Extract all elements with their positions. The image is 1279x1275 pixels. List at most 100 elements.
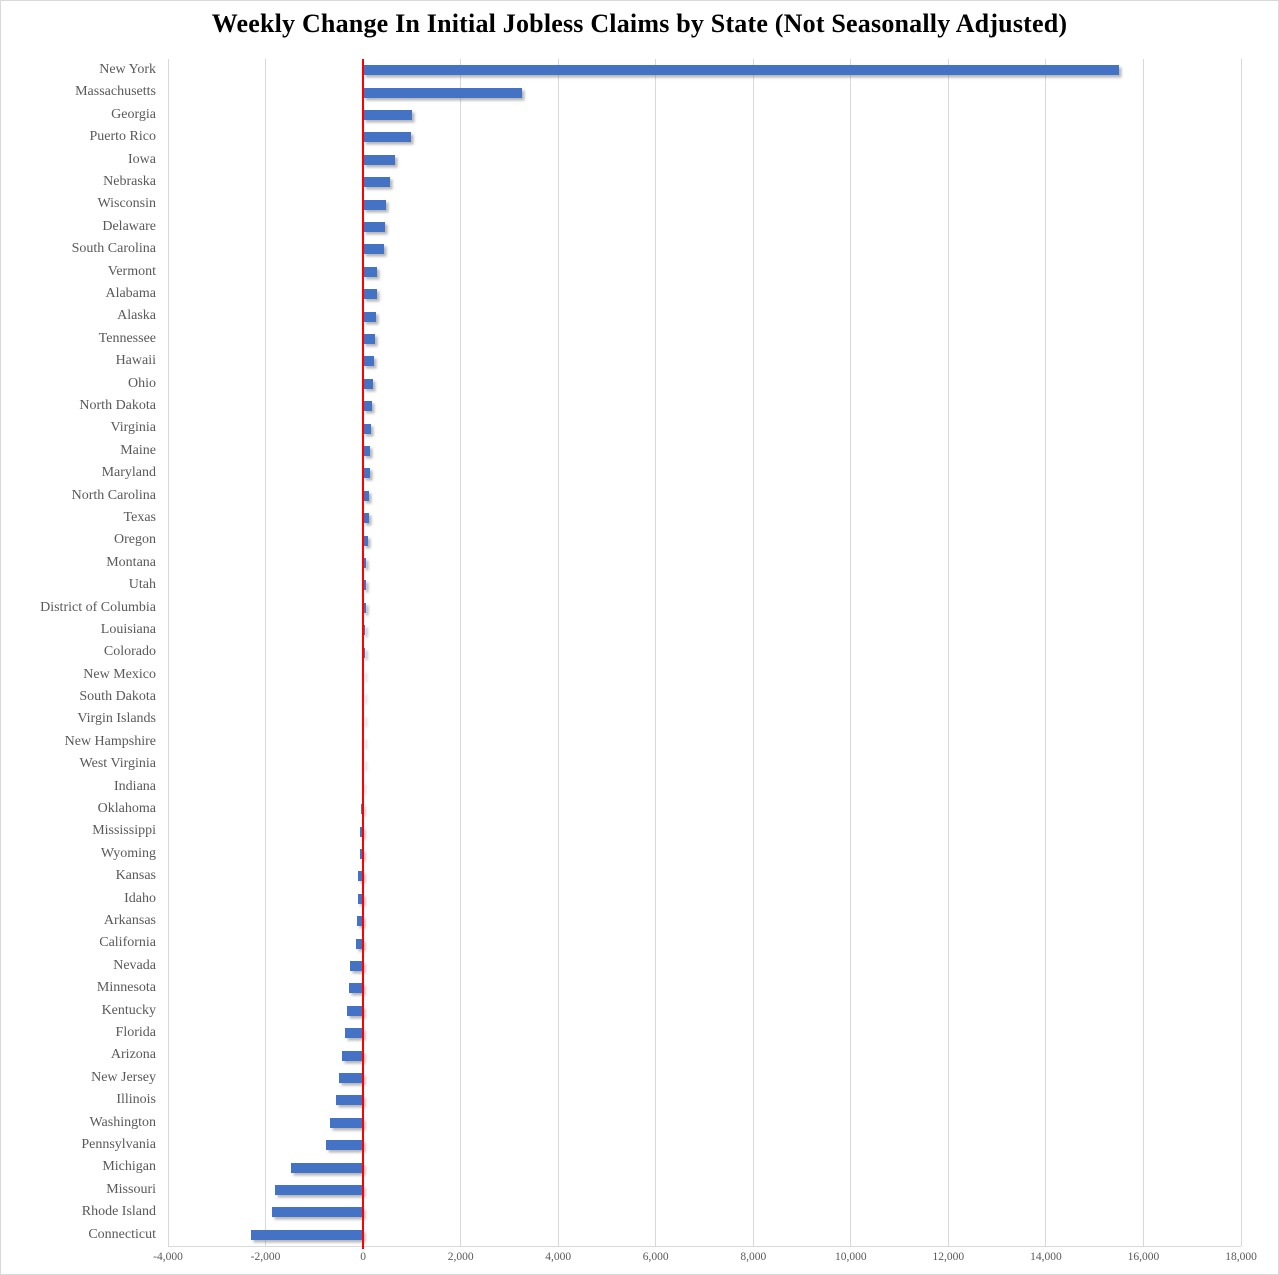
state-label: Puerto Rico [89, 129, 157, 145]
state-label: Delaware [102, 218, 156, 234]
state-label: Louisiana [100, 621, 156, 637]
bar [363, 490, 370, 501]
gridline [265, 59, 267, 1246]
bar [363, 423, 372, 434]
gridline [460, 59, 462, 1246]
gridline [850, 59, 852, 1246]
bar [330, 1117, 364, 1128]
bar [363, 378, 374, 389]
bar [326, 1140, 364, 1151]
x-tick-label: 12,000 [932, 1251, 965, 1263]
x-tick-label: 16,000 [1127, 1251, 1160, 1263]
state-label: New York [99, 62, 156, 77]
x-tick-label: 18,000 [1225, 1251, 1257, 1263]
gridline [1142, 59, 1144, 1246]
bar [357, 893, 364, 904]
state-label: Arizona [110, 1047, 156, 1063]
state-label: Vermont [107, 263, 156, 279]
state-label: Texas [123, 509, 156, 525]
state-label: Montana [106, 554, 156, 570]
x-tick-label: 2,000 [447, 1251, 474, 1263]
state-label: Georgia [111, 106, 156, 122]
state-label: Nevada [113, 957, 156, 973]
bar [363, 132, 412, 143]
bar [342, 1050, 364, 1061]
gridline [947, 59, 949, 1246]
bar [363, 289, 377, 300]
x-tick-label: 4,000 [545, 1251, 572, 1263]
bar [363, 356, 374, 367]
x-tick-label: -2,000 [250, 1251, 281, 1263]
state-label: Iowa [128, 151, 156, 167]
bar [363, 244, 384, 255]
state-label: North Dakota [79, 397, 156, 413]
state-label: Hawaii [115, 353, 156, 369]
bar [363, 445, 371, 456]
state-label: Alabama [105, 285, 156, 301]
bar [359, 849, 364, 860]
bar [363, 221, 386, 232]
bar [363, 333, 376, 344]
bar [250, 1229, 364, 1240]
gridline [655, 59, 657, 1246]
gridline [1045, 59, 1047, 1246]
state-label: West Virginia [79, 756, 156, 772]
state-label: Virginia [110, 420, 156, 436]
bar [363, 266, 378, 277]
bar [339, 1073, 364, 1084]
state-label: New Jersey [91, 1069, 156, 1085]
state-label: New Mexico [83, 666, 156, 682]
bar [363, 401, 373, 412]
x-tick-label: -4,000 [153, 1251, 183, 1263]
state-label: Kansas [115, 868, 156, 884]
bar [363, 154, 395, 165]
x-tick-label: 0 [360, 1251, 366, 1263]
x-tick-label: 8,000 [740, 1251, 767, 1263]
bar [363, 199, 386, 210]
bar [291, 1162, 364, 1173]
gridline [557, 59, 559, 1246]
state-label: South Carolina [71, 241, 156, 257]
bar [357, 871, 364, 882]
chart-title: Weekly Change In Initial Jobless Claims … [211, 9, 1068, 38]
state-label: Tennessee [98, 330, 156, 346]
gridline [752, 59, 754, 1246]
x-tick-label: 14,000 [1030, 1251, 1062, 1263]
bar [336, 1095, 364, 1106]
bar [360, 826, 364, 837]
bar [363, 513, 369, 524]
gridline [167, 59, 169, 1246]
state-label: Illinois [116, 1092, 156, 1108]
state-label: Wisconsin [97, 196, 156, 212]
state-label: Idaho [124, 890, 156, 906]
state-label: Ohio [128, 375, 156, 391]
bar [356, 916, 364, 927]
state-label: Colorado [103, 644, 156, 660]
state-label: Utah [128, 577, 156, 593]
bar [349, 983, 364, 994]
state-label: Michigan [102, 1159, 156, 1175]
bar [349, 961, 364, 972]
state-label: Connecticut [88, 1226, 156, 1242]
x-axis-line [168, 1246, 1241, 1247]
bar [274, 1185, 364, 1195]
x-tick-label: 10,000 [835, 1251, 867, 1263]
x-tick-label: 6,000 [642, 1251, 669, 1263]
state-label: Virgin Islands [77, 711, 156, 727]
state-label: Massachusetts [75, 84, 156, 100]
state-label: Alaska [117, 308, 156, 324]
bar [363, 468, 370, 479]
state-label: Nebraska [103, 173, 156, 189]
bar [363, 65, 1120, 76]
bar [363, 109, 412, 120]
state-label: Wyoming [100, 845, 156, 861]
state-label: Arkansas [103, 913, 156, 929]
gridline [1240, 59, 1242, 1246]
bar [363, 557, 366, 568]
state-label: Mississippi [92, 823, 156, 839]
state-label: Oregon [114, 532, 156, 548]
state-label: Florida [115, 1025, 156, 1041]
state-label: North Carolina [71, 487, 156, 503]
state-label: California [99, 935, 156, 951]
